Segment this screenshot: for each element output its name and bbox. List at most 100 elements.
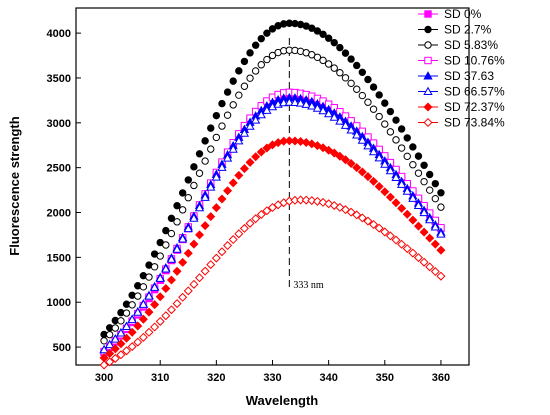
data-point: [251, 152, 261, 162]
data-point: [206, 212, 216, 222]
data-point: [385, 165, 396, 175]
data-point: [313, 53, 322, 61]
data-point: [105, 349, 115, 359]
data-point: [307, 196, 317, 206]
data-point: [369, 83, 378, 91]
data-point: [246, 74, 254, 82]
data-point: [381, 120, 389, 128]
data-point: [166, 275, 176, 285]
data-point: [149, 282, 160, 291]
data-point: [105, 330, 114, 339]
data-point: [229, 101, 237, 109]
data-point: [353, 61, 361, 70]
legend-item: SD 72.37%: [418, 100, 505, 114]
data-point: [173, 218, 181, 226]
data-point: [436, 271, 446, 281]
data-point: [240, 57, 249, 66]
data-point: [133, 307, 143, 316]
data-point: [374, 152, 384, 162]
data-point: [369, 176, 379, 186]
data-point: [133, 321, 143, 331]
series-6: [99, 136, 446, 363]
data-point: [381, 99, 389, 107]
data-point: [228, 144, 238, 153]
data-point: [150, 300, 160, 310]
legend-item: SD 5.83%: [418, 38, 498, 52]
data-point: [99, 344, 109, 354]
data-point: [116, 350, 126, 360]
data-point: [375, 112, 383, 121]
data-point: [189, 239, 199, 249]
series-2: [100, 46, 445, 345]
data-point: [374, 223, 384, 233]
data-point: [245, 218, 255, 228]
data-point: [172, 244, 182, 253]
data-point: [246, 49, 254, 57]
y-tick-label: 3000: [47, 118, 71, 130]
data-point: [268, 25, 277, 33]
data-point: [240, 82, 249, 90]
data-point: [127, 342, 137, 352]
data-point: [408, 193, 418, 202]
data-point: [229, 77, 237, 85]
data-point: [391, 198, 401, 208]
data-point: [352, 210, 362, 220]
data-point: [178, 189, 187, 197]
data-point: [352, 130, 362, 139]
data-point: [222, 153, 233, 162]
y-tick-label: 500: [53, 342, 71, 354]
data-point: [178, 234, 188, 243]
data-point: [166, 305, 176, 315]
data-point: [419, 227, 429, 237]
data-point: [161, 311, 171, 321]
legend-item: SD 66.57%: [418, 85, 505, 99]
data-point: [413, 200, 424, 209]
data-point: [257, 61, 265, 69]
data-point: [296, 137, 306, 147]
data-point: [380, 159, 390, 168]
data-point: [329, 148, 339, 158]
data-point: [116, 339, 126, 349]
data-point: [425, 233, 435, 243]
data-point: [436, 229, 446, 238]
data-point: [122, 309, 131, 317]
data-point: [301, 138, 311, 148]
data-point: [144, 327, 154, 337]
data-point: [414, 152, 423, 160]
data-point: [364, 75, 372, 84]
data-point: [178, 257, 188, 267]
data-point: [375, 91, 383, 99]
data-point: [251, 115, 261, 124]
data-point: [335, 151, 345, 161]
data-point: [301, 99, 311, 108]
data-point: [228, 235, 238, 245]
data-point: [436, 245, 446, 255]
legend-label: SD 2.7%: [444, 23, 492, 37]
data-point: [162, 241, 170, 249]
data-point: [363, 140, 373, 150]
y-tick-label: 3500: [47, 73, 71, 85]
data-point: [178, 206, 187, 214]
data-point: [184, 176, 192, 184]
data-point: [183, 248, 193, 258]
legend-item: SD 10.76%: [418, 54, 505, 68]
data-point: [392, 136, 400, 144]
data-point: [234, 136, 244, 145]
data-point: [172, 299, 182, 309]
data-point: [200, 192, 210, 201]
data-point: [117, 317, 125, 325]
data-point: [357, 213, 367, 223]
data-point: [100, 337, 108, 345]
data-point: [239, 164, 249, 174]
data-point: [307, 139, 317, 149]
data-point: [223, 88, 232, 96]
data-point: [257, 34, 265, 43]
x-tick-label: 320: [207, 372, 225, 384]
data-point: [397, 125, 406, 133]
data-point: [195, 230, 205, 240]
data-point: [122, 346, 132, 356]
x-tick-label: 350: [376, 372, 394, 384]
data-point: [218, 122, 226, 130]
data-point: [189, 213, 199, 222]
